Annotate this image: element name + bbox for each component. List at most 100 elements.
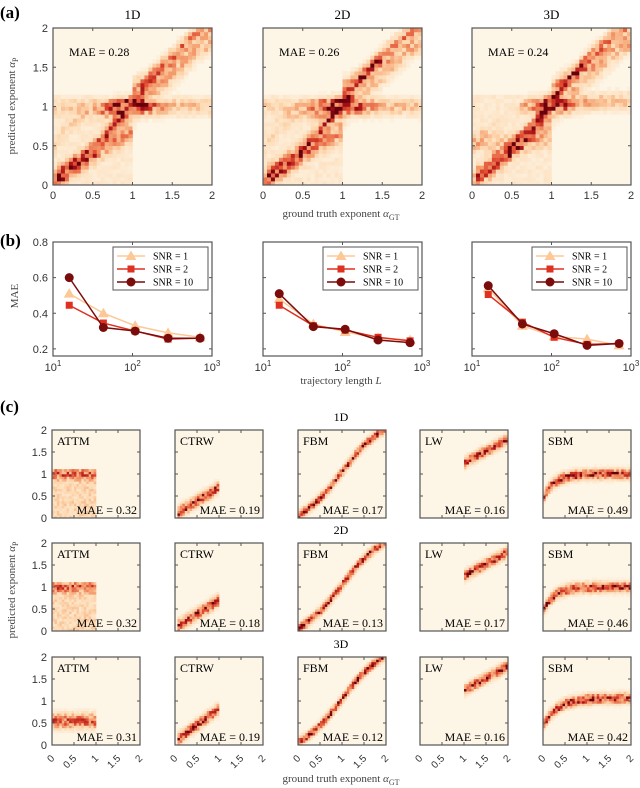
heatmap-cell [547, 102, 552, 107]
heatmap-cell [527, 90, 532, 96]
heatmap-cell [550, 488, 554, 492]
heatmap-cell [310, 149, 315, 154]
heatmap-cell [507, 102, 513, 107]
heatmap-cell [511, 173, 517, 178]
heatmap-cell [208, 114, 213, 119]
heatmap-cell [116, 114, 121, 119]
heatmap-cell [555, 476, 558, 480]
heatmap-cell [294, 177, 300, 182]
heatmap-cell [334, 149, 339, 154]
heatmap-cell [315, 496, 318, 499]
heatmap-cell [266, 173, 272, 178]
heatmap-cell [300, 505, 304, 509]
heatmap-cell [71, 488, 75, 492]
heatmap-cell [68, 114, 74, 119]
heatmap-cell [329, 481, 333, 485]
heatmap-cell [342, 577, 345, 580]
heatmap-cell [182, 626, 186, 629]
heatmap-cell [124, 98, 129, 103]
heatmap-cell [527, 126, 532, 131]
heatmap-cell [120, 149, 125, 154]
heatmap-cell [164, 79, 169, 84]
heatmap-cell [192, 503, 195, 507]
heatmap-cell [527, 161, 532, 166]
heatmap-cell [132, 122, 137, 127]
heatmap-cell [515, 114, 521, 119]
heatmap-cell [386, 63, 391, 68]
heatmap-cell [184, 63, 189, 68]
heatmap-cell [324, 496, 328, 499]
heatmap-cell [613, 591, 617, 595]
heatmap-cell [197, 604, 200, 607]
heatmap-cell [332, 596, 335, 600]
heatmap-cell [609, 577, 612, 580]
heatmap-cell [330, 102, 335, 107]
heatmap-cell [52, 599, 55, 602]
heatmap-cell [305, 628, 309, 632]
heatmap-cell [300, 626, 304, 629]
heatmap-cell [60, 118, 66, 123]
heatmap-cell [74, 505, 77, 509]
heatmap-cell [81, 476, 85, 480]
heatmap-cell [567, 582, 571, 585]
heatmap-cell [286, 169, 292, 174]
heatmap-cell [366, 71, 371, 76]
heatmap-cell [274, 157, 280, 162]
heatmap-cell [591, 110, 596, 115]
heatmap-cell [86, 486, 89, 489]
heatmap-cell [305, 515, 309, 519]
heatmap-cell [402, 94, 407, 99]
heatmap-cell [104, 145, 109, 150]
heatmap-cell [216, 596, 220, 600]
heatmap-cell [60, 98, 66, 103]
heatmap-cell [500, 547, 504, 551]
heatmap-cell [475, 98, 481, 103]
heatmap-cell [84, 110, 90, 115]
heatmap-cell [100, 118, 105, 123]
heatmap-cell [483, 110, 489, 115]
heatmap-cell [599, 39, 604, 44]
heatmap-cell [571, 94, 576, 99]
heatmap-cell [196, 51, 201, 56]
heatmap-cell [599, 51, 604, 56]
heatmap-cell [324, 596, 328, 600]
heatmap-cell [52, 493, 55, 497]
tick-base: 10 [464, 362, 476, 374]
heatmap-cell [507, 157, 513, 162]
heatmap-cell [531, 122, 536, 127]
heatmap-cell [306, 94, 312, 99]
heatmap-cell [116, 157, 121, 162]
heatmap-cell [263, 126, 268, 131]
heatmap-cell [370, 90, 375, 96]
heatmap-cell [579, 55, 584, 60]
heatmap-cell [414, 35, 419, 41]
heatmap-cell [76, 98, 82, 103]
heatmap-cell [589, 476, 593, 480]
heatmap-cell [503, 94, 509, 99]
heatmap-cell [543, 126, 548, 131]
heatmap-cell [52, 476, 55, 480]
heatmap-cell [491, 118, 497, 123]
heatmap-cell [54, 616, 58, 620]
heatmap-cell [338, 181, 343, 186]
heatmap-cell [481, 459, 484, 463]
heatmap-cell [160, 86, 165, 92]
y-tick-label: 0.5 [32, 491, 47, 503]
heatmap-cell [93, 505, 97, 509]
heatmap-cell [591, 94, 596, 99]
heatmap-cell [68, 94, 74, 99]
heatmap-cell [370, 114, 375, 119]
heatmap-cell [491, 98, 497, 103]
heatmap-cell [290, 141, 296, 147]
heatmap-cell [204, 611, 208, 615]
heatmap-cell [503, 137, 509, 143]
heatmap-cell [539, 110, 544, 115]
heatmap-cell [59, 503, 63, 507]
heatmap-cell [64, 513, 67, 516]
heatmap-cell [54, 469, 58, 472]
heatmap-cell [56, 94, 62, 99]
heatmap-cell [579, 589, 583, 593]
heatmap-cell [569, 478, 573, 482]
